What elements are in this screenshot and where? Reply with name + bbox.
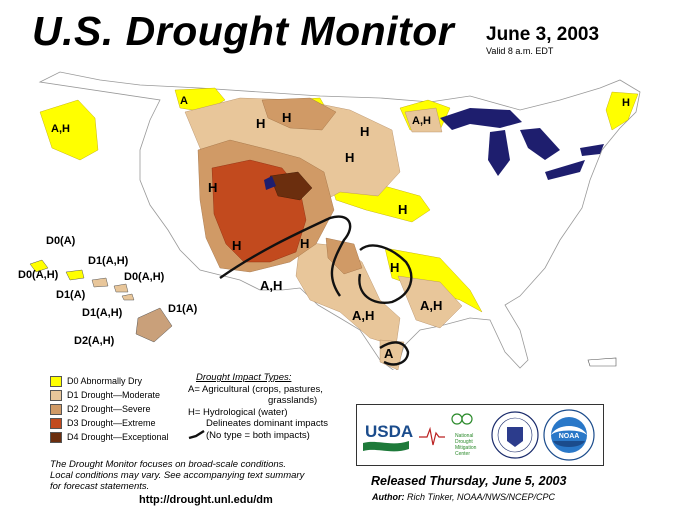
legend-item-d2: D2 Drought—Severe	[50, 402, 169, 416]
label-hi-8: D2(A,H)	[74, 335, 115, 347]
label-hi-2: D0(A,H)	[18, 269, 59, 281]
ndmc-tree-icon	[461, 413, 473, 425]
label-tx-south: A	[384, 346, 394, 361]
impact-agricultural: A= Agricultural (crops, pastures,	[188, 383, 323, 395]
ndmc-text-1: National	[455, 433, 473, 439]
great-lakes	[264, 108, 604, 190]
usda-text: USDA	[365, 422, 413, 441]
boundary-line-icon	[188, 430, 205, 440]
label-hi-5: D1(A)	[56, 289, 86, 301]
ndmc-pulse-icon	[419, 426, 445, 446]
legend: D0 Abnormally Dry D1 Drought—Moderate D2…	[50, 374, 169, 444]
label-hi-3: D1(A,H)	[88, 255, 129, 267]
drought-map: A,H A A,H H H H H H H H H A,H H H A,H A,…	[18, 71, 641, 370]
ndmc-text-4: Center	[455, 451, 470, 457]
ndmc-text-3: Mitigation	[455, 445, 477, 451]
d4-swatch	[50, 431, 62, 443]
commerce-seal	[491, 411, 539, 459]
legend-label: D1 Drought—Moderate	[67, 390, 161, 400]
ndmc-tree-icon	[451, 413, 463, 425]
noaa-logo: NOAA	[543, 409, 595, 461]
label-co: H	[300, 236, 309, 251]
d1-swatch	[50, 389, 62, 401]
d3-swatch	[50, 417, 62, 429]
label-hi-1: D0(A)	[46, 235, 76, 247]
release-date: Released Thursday, June 5, 2003	[371, 474, 567, 488]
legend-item-d4: D4 Drought—Exceptional	[50, 430, 169, 444]
map-title: U.S. Drought Monitor	[32, 8, 455, 54]
ndmc-text-2: Drought	[455, 439, 473, 445]
author-label: Author:	[372, 492, 405, 502]
impact-line-row: (No type = both impacts)	[188, 430, 368, 442]
author-name: Rich Tinker, NOAA/NWS/NCEP/CPC	[407, 492, 555, 502]
legend-label: D3 Drought—Extreme	[67, 418, 156, 428]
label-tx: A,H	[352, 308, 374, 323]
label-la: A,H	[420, 298, 442, 313]
d2-swatch	[50, 403, 62, 415]
note-line-1: The Drought Monitor focuses on broad-sca…	[50, 459, 287, 470]
label-sd: H	[345, 150, 354, 165]
website-link[interactable]: http://drought.unl.edu/dm	[139, 494, 273, 506]
map-date: June 3, 2003	[486, 24, 600, 45]
impact-hydrological: H= Hydrological (water)	[188, 406, 288, 418]
agency-logos: USDA National Drought Mitigation Center …	[356, 404, 604, 466]
impact-delineates: Delineates dominant impacts	[206, 418, 328, 429]
label-mt: H	[256, 116, 265, 131]
legend-label: D2 Drought—Severe	[67, 404, 151, 414]
author-line: Author: Rich Tinker, NOAA/NWS/NCEP/CPC	[372, 492, 555, 502]
impact-no-type: (No type = both impacts)	[206, 429, 310, 441]
hawaii-islands	[29, 259, 173, 343]
usda-wave-icon	[363, 441, 409, 452]
legend-item-d1: D1 Drought—Moderate	[50, 388, 169, 402]
shield-icon	[507, 427, 523, 447]
d0-swatch	[50, 375, 62, 387]
label-az: A,H	[260, 278, 282, 293]
puerto-rico	[587, 357, 617, 367]
label-mt-west: A	[180, 95, 188, 107]
legend-label: D4 Drought—Exceptional	[67, 432, 169, 442]
legend-label: D0 Abnormally Dry	[67, 376, 143, 386]
disclaimer-note: The Drought Monitor focuses on broad-sca…	[50, 459, 350, 492]
label-wa: A,H	[51, 123, 70, 135]
noaa-text: NOAA	[559, 433, 580, 440]
usda-logo: USDA	[363, 422, 413, 452]
note-line-2: Local conditions may vary. See accompany…	[50, 470, 305, 481]
legend-item-d3: D3 Drought—Extreme	[50, 416, 169, 430]
impact-boundaries	[219, 215, 413, 366]
label-id: H	[208, 180, 217, 195]
d4-areas	[269, 171, 313, 201]
label-hi-4: D0(A,H)	[124, 271, 165, 283]
label-mn: A,H	[412, 115, 431, 127]
label-ne: H	[360, 124, 369, 139]
impact-agricultural-cont: grasslands)	[268, 395, 318, 406]
valid-time: Valid 8 a.m. EDT	[486, 46, 554, 56]
impact-types: Drought Impact Types: A= Agricultural (c…	[188, 372, 368, 441]
logos-svg: USDA National Drought Mitigation Center …	[363, 409, 595, 461]
label-nd: H	[282, 110, 291, 125]
label-ut: H	[232, 238, 241, 253]
impact-types-title: Drought Impact Types:	[196, 372, 292, 383]
label-hi-7: D1(A)	[168, 303, 198, 315]
label-ok: H	[390, 260, 399, 275]
note-line-3: for forecast statements.	[50, 481, 150, 492]
label-me: H	[622, 97, 630, 109]
legend-item-d0: D0 Abnormally Dry	[50, 374, 169, 388]
ndmc-logo: National Drought Mitigation Center	[419, 413, 477, 457]
label-ks: H	[398, 202, 407, 217]
label-hi-6: D1(A,H)	[82, 307, 123, 319]
